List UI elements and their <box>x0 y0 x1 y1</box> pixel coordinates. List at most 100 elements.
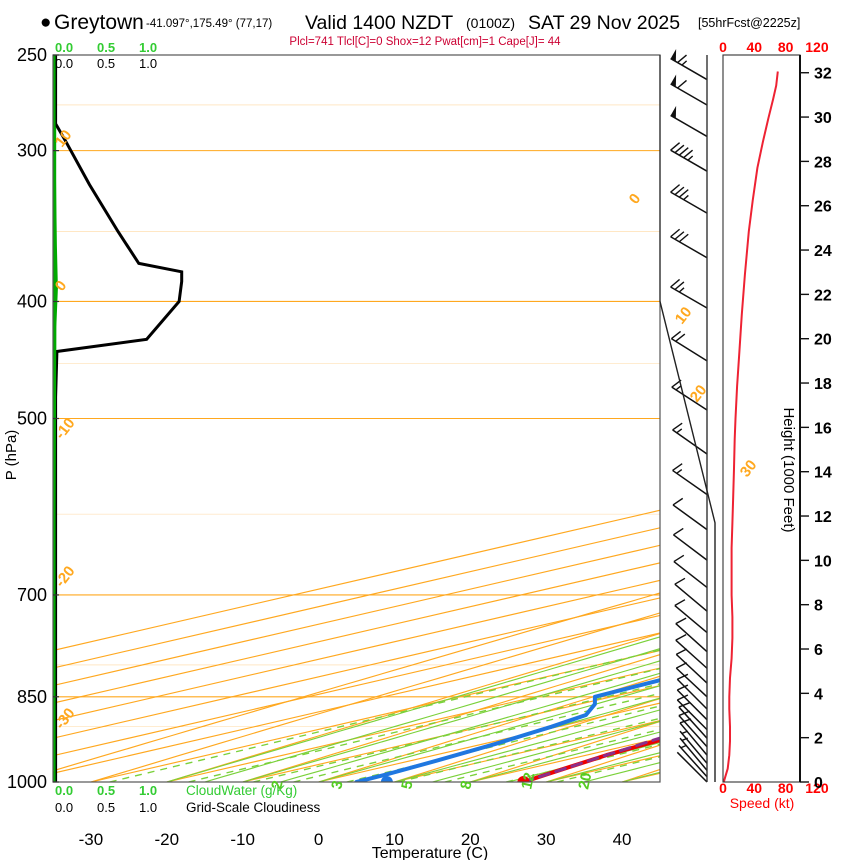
isotherm-label-right: 30 <box>737 457 761 481</box>
mixing-ratio-label: 5 <box>398 779 416 791</box>
cloudwater-scale-label: CloudWater (g/Kg) <box>186 783 297 798</box>
cloudiness-tick-bottom: 0.0 <box>55 800 73 815</box>
cloudiness-tick-top: 0.5 <box>97 56 115 71</box>
height-tick-label: 16 <box>814 420 832 437</box>
mixing-ratio-line <box>188 667 660 782</box>
moist-adiabat <box>204 648 660 782</box>
isotherm-line <box>53 527 660 669</box>
height-tick-label: 22 <box>814 287 832 304</box>
wind-barb <box>676 673 708 710</box>
moist-adiabat <box>280 672 660 782</box>
moist-adiabat <box>242 660 660 782</box>
wind-barb <box>675 634 708 669</box>
series-wind-speed <box>722 71 779 783</box>
cloudiness-scale-label: Grid-Scale Cloudiness <box>186 800 321 815</box>
height-tick-label: 12 <box>814 509 832 526</box>
skewt-series-layer <box>354 678 660 782</box>
stability-indices: Plcl=741 Tlcl[C]=0 Shox=12 Pwat[cm]=1 Ca… <box>289 36 561 48</box>
speed-tick-top: 120 <box>805 39 829 55</box>
station-name: Greytown <box>54 11 144 34</box>
mixing-ratio-line <box>398 717 660 782</box>
dry-adiabat <box>90 612 660 782</box>
height-tick-label: 24 <box>814 243 832 260</box>
surface-dewpoint-dot <box>380 776 393 782</box>
wind-barb <box>675 648 708 684</box>
pressure-axis-label: P (hPa) <box>3 430 20 481</box>
isotherm-line <box>53 597 660 739</box>
isotherm-label-left: 10 <box>52 127 76 151</box>
temperature-tick-label: 40 <box>613 830 632 849</box>
isotherm-line <box>53 632 660 774</box>
forecast-stamp: [55hrFcst@2225z] <box>698 16 800 30</box>
wind-barb-layer <box>670 49 708 783</box>
pressure-tick-label: 1000 <box>7 772 47 792</box>
height-tick-label: 6 <box>814 642 823 659</box>
valid-utc: (0100Z) <box>466 15 515 31</box>
cloudwater-tick-bottom: 1.0 <box>139 783 157 798</box>
mixing-ratio-line <box>293 692 660 782</box>
wind-barb <box>670 330 708 362</box>
wind-barb <box>670 105 708 138</box>
moist-adiabat <box>356 697 660 782</box>
pressure-tick-label: 400 <box>17 291 47 311</box>
temperature-tick-label: 20 <box>461 830 480 849</box>
temperature-tick-label: -20 <box>155 830 180 849</box>
height-tick-label: 2 <box>814 731 823 748</box>
wind-barb <box>672 463 708 496</box>
wind-barb <box>672 422 708 455</box>
temperature-tick-label: -10 <box>230 830 255 849</box>
mixing-ratio-label: 8 <box>457 779 475 791</box>
height-tick-label: 18 <box>814 376 832 393</box>
height-tick-label: 20 <box>814 332 832 349</box>
dry-adiabat <box>166 632 660 782</box>
speed-axis-label: Speed (kt) <box>730 795 795 811</box>
station-marker-icon: ● <box>40 12 51 33</box>
height-tick-label: 14 <box>814 465 832 482</box>
temperature-tick-label: 10 <box>385 830 404 849</box>
cloudwater-tick-top: 1.0 <box>139 40 157 55</box>
speed-tick-top: 40 <box>747 39 763 55</box>
pressure-tick-label: 500 <box>17 409 47 429</box>
isotherm-label-right: 20 <box>687 382 711 406</box>
wind-barb <box>678 702 708 739</box>
moist-adiabat <box>394 709 660 782</box>
temperature-tick-label: -30 <box>79 830 104 849</box>
wind-barb <box>674 599 708 634</box>
mixing-ratio-line <box>253 683 660 782</box>
isotherm-line <box>53 562 660 704</box>
cloudwater-tick-bottom: 0.0 <box>55 783 73 798</box>
mixing-ratio-label: 20 <box>575 771 595 791</box>
wind-barb <box>675 617 708 653</box>
wind-barb <box>672 497 708 531</box>
wind-barb <box>670 49 708 81</box>
height-tick-label: 4 <box>814 686 823 703</box>
temperature-axis-label: Temperature (C) <box>372 845 488 860</box>
temperature-tick-label: 30 <box>537 830 556 849</box>
speed-tick-top: 80 <box>778 39 794 55</box>
cloudiness-tick-top: 1.0 <box>139 56 157 71</box>
cloudwater-tick-top: 0.5 <box>97 40 115 55</box>
mixing-ratio-label: 2 <box>268 779 286 791</box>
valid-time: Valid 1400 NZDT <box>305 12 453 34</box>
pressure-tick-label: 300 <box>17 141 47 161</box>
mixing-ratio-line <box>346 705 660 782</box>
wind-barb <box>673 527 708 561</box>
speed-tick-bottom: 40 <box>747 780 763 796</box>
mixing-ratio-label: 12 <box>518 771 538 791</box>
wind-barb <box>676 694 708 731</box>
valid-date: SAT 29 Nov 2025 <box>528 12 680 34</box>
isotherm-line <box>53 614 660 757</box>
isotherm-label-right: 10 <box>672 304 696 328</box>
wind-barb <box>673 554 708 588</box>
wind-barb <box>676 751 708 783</box>
series-dewpoint <box>354 678 660 782</box>
dry-adiabat <box>53 592 660 772</box>
speed-tick-bottom: 0 <box>719 780 727 796</box>
cloudiness-tick-bottom: 0.5 <box>97 800 115 815</box>
dry-adiabat <box>394 698 660 782</box>
wind-barb <box>670 228 708 259</box>
wind-barb <box>670 184 708 214</box>
height-tick-label: 32 <box>814 66 832 83</box>
wind-barb <box>670 278 708 309</box>
